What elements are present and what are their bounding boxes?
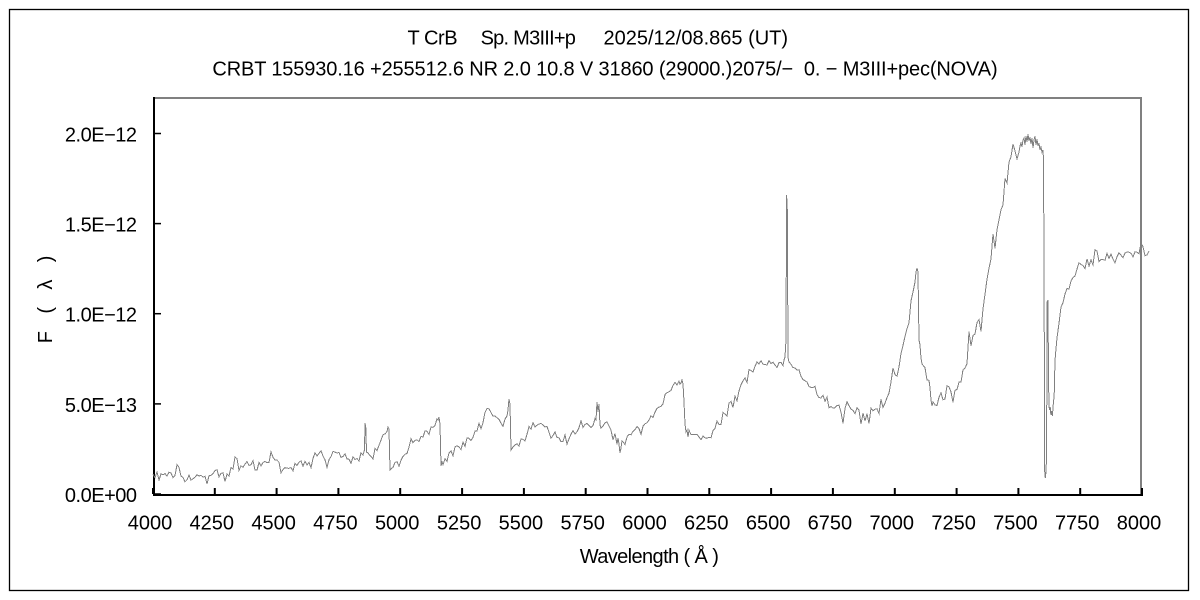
svg-text:2.0E−12: 2.0E−12 xyxy=(65,124,137,146)
svg-text:4250: 4250 xyxy=(190,513,235,535)
svg-text:5500: 5500 xyxy=(499,513,544,535)
svg-text:5250: 5250 xyxy=(437,513,482,535)
svg-text:4750: 4750 xyxy=(313,513,358,535)
svg-text:4500: 4500 xyxy=(251,513,296,535)
svg-text:6250: 6250 xyxy=(684,513,729,535)
svg-text:7500: 7500 xyxy=(993,513,1038,535)
svg-text:6000: 6000 xyxy=(622,513,667,535)
svg-text:Sp. M3III+p: Sp. M3III+p xyxy=(481,27,576,49)
svg-text:6500: 6500 xyxy=(746,513,791,535)
svg-text:T CrB: T CrB xyxy=(408,27,458,49)
svg-text:1.5E−12: 1.5E−12 xyxy=(65,215,137,237)
svg-text:F ( λ ): F ( λ ) xyxy=(35,250,57,344)
svg-text:4000: 4000 xyxy=(128,513,173,535)
svg-text:Wavelength ( Å ): Wavelength ( Å ) xyxy=(580,545,719,568)
svg-text:7750: 7750 xyxy=(1055,513,1100,535)
svg-text:CRBT 155930.16 +255512.6 NR 2.: CRBT 155930.16 +255512.6 NR 2.0 10.8 V 3… xyxy=(212,59,997,81)
svg-text:1.0E−12: 1.0E−12 xyxy=(65,305,137,327)
svg-text:5.0E−13: 5.0E−13 xyxy=(65,395,137,417)
svg-text:7000: 7000 xyxy=(870,513,915,535)
svg-text:7250: 7250 xyxy=(931,513,976,535)
svg-text:5000: 5000 xyxy=(375,513,420,535)
svg-text:2025/12/08.865 (UT): 2025/12/08.865 (UT) xyxy=(604,27,789,49)
svg-text:8000: 8000 xyxy=(1117,513,1162,535)
svg-text:0.0E+00: 0.0E+00 xyxy=(65,485,137,507)
svg-text:6750: 6750 xyxy=(808,513,853,535)
svg-text:5750: 5750 xyxy=(560,513,605,535)
